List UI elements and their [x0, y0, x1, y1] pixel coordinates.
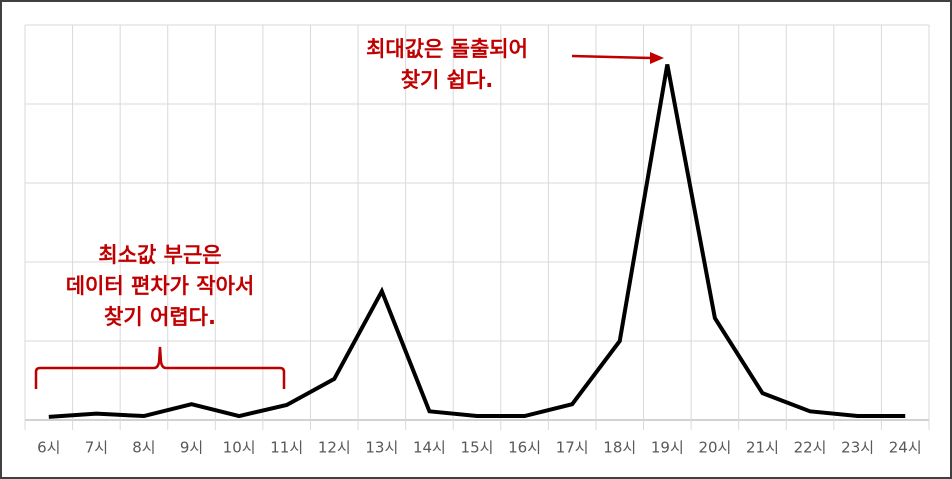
annotation: 데이터 편차가 작아서 — [66, 274, 255, 298]
x-tick-label: 21시 — [746, 439, 779, 457]
x-tick-label: 16시 — [508, 439, 541, 457]
bracket — [34, 346, 286, 389]
line-series — [48, 64, 906, 419]
x-tick-label: 8시 — [132, 439, 155, 457]
x-tick-label: 10시 — [223, 439, 256, 457]
x-tick-label: 22시 — [794, 439, 827, 457]
annotation: 최대값은 돌출되어 — [366, 37, 528, 61]
annotation: 최소값 부근은 — [98, 243, 221, 267]
annotation: 찾기 어렵다. — [104, 305, 216, 329]
x-tick-label: 14시 — [413, 439, 446, 457]
x-tick-label: 11시 — [270, 439, 303, 457]
x-tick-label: 24시 — [889, 439, 922, 457]
x-tick-label: 18시 — [603, 439, 636, 457]
x-tick-label: 9시 — [180, 439, 203, 457]
x-tick-label: 20시 — [698, 439, 731, 457]
x-tick-label: 12시 — [318, 439, 351, 457]
x-tick-label: 23시 — [841, 439, 874, 457]
arrow — [571, 54, 653, 60]
x-tick-label: 13시 — [365, 439, 398, 457]
arrow-head — [650, 52, 664, 64]
x-tick-label: 17시 — [556, 439, 589, 457]
x-tick-label: 7시 — [85, 439, 108, 457]
annotation: 찾기 쉽다. — [401, 68, 494, 92]
x-tick-label: 19시 — [651, 439, 684, 457]
x-tick-label: 6시 — [37, 439, 60, 457]
x-tick-label: 15시 — [461, 439, 494, 457]
